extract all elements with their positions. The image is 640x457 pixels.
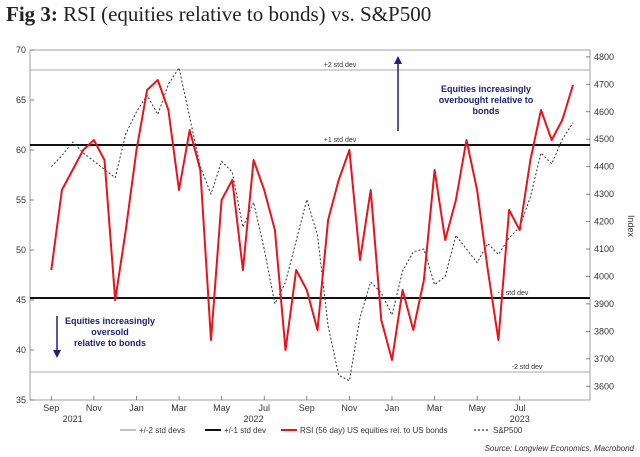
left-axis: 70 65 60 55 50 45 40 35 [16, 45, 34, 405]
right-tick-label-8: 4000 [594, 271, 614, 281]
left-tick-label-1: 65 [16, 95, 26, 105]
left-tick-label-3: 55 [16, 195, 26, 205]
year-label-2: 2023 [510, 414, 530, 424]
source-note: Source: Longview Economics, Macrobond [485, 444, 635, 453]
year-label-1: 2022 [244, 414, 264, 424]
right-axis-label: Index [626, 215, 636, 238]
right-tick-label-5: 4300 [594, 189, 614, 199]
x-tick-label-10: May [469, 403, 487, 413]
right-tick-label-9: 3900 [594, 299, 614, 309]
x-tick-label-7: Nov [341, 403, 358, 413]
left-tick-label-4: 50 [16, 245, 26, 255]
rsi-series-line [50, 79, 574, 361]
right-axis: 4800 4700 4600 4500 4400 4300 4200 4100 4000 3900… [586, 52, 614, 391]
right-tick-label-10: 3800 [594, 326, 614, 336]
x-tick-label-1: Nov [86, 403, 103, 413]
chart-title: Fig 3: RSI (equities relative to bonds) … [6, 2, 431, 27]
down-arrow-head [53, 350, 61, 358]
chart: +2 std dev +1 std dev -1 std dev -2 std dev… [16, 45, 636, 453]
right-tick-label-12: 3600 [594, 381, 614, 391]
x-tick-label-9: Mar [427, 403, 443, 413]
x-tick-label-11: Jul [514, 403, 526, 413]
std-label-1: +1 std dev [324, 137, 357, 144]
right-tick-label-0: 4800 [594, 52, 614, 62]
left-tick-label-2: 60 [16, 145, 26, 155]
series [50, 67, 574, 382]
right-tick-label-6: 4200 [594, 217, 614, 227]
title-text: RSI (equities relative to bonds) vs. S&P… [63, 2, 432, 26]
overbought-annotation-line-1: Equities increasingly [441, 84, 531, 94]
oversold-annotation-line-3: relative to bonds [74, 338, 146, 348]
up-arrow-head [394, 56, 402, 64]
left-tick-label-6: 40 [16, 345, 26, 355]
x-tick-label-8: Jan [385, 403, 400, 413]
legend-label-sp500: S&P500 [493, 426, 523, 435]
x-tick-label-0: Sep [43, 403, 59, 413]
legend-label-rsi: RSI (56 day) US equities rel. to US bond… [300, 426, 448, 435]
right-tick-label-7: 4100 [594, 244, 614, 254]
std-label-0: +2 std dev [324, 62, 357, 69]
year-label-0: 2021 [63, 414, 83, 424]
sp500-series-line [50, 67, 574, 382]
figure-number: Fig 3: [6, 2, 58, 26]
x-tick-label-5: Jul [258, 403, 270, 413]
x-axis: Sep Nov Jan Mar May Jul Sep Nov Jan Mar May Jul [43, 396, 525, 413]
x-tick-label-4: May [213, 403, 231, 413]
std-label-2: -1 std dev [498, 290, 529, 297]
std-lines: +2 std dev +1 std dev -1 std dev -2 std dev [30, 62, 590, 373]
plot-frame [29, 49, 591, 401]
left-tick-label-0: 70 [16, 45, 26, 55]
overbought-annotation-line-2: overbought relative to [439, 95, 534, 105]
overbought-annotation-line-3: bonds [473, 106, 500, 116]
right-tick-label-1: 4700 [594, 79, 614, 89]
year-labels: 2021 2022 2023 [63, 414, 530, 424]
oversold-annotation-line-2: oversold [91, 327, 129, 337]
legend-label-1std: +/-1 std dev [224, 426, 266, 435]
x-tick-label-2: Jan [129, 403, 144, 413]
oversold-annotation-line-1: Equities increasingly [65, 316, 155, 326]
left-tick-label-7: 35 [16, 395, 26, 405]
x-tick-label-6: Sep [299, 403, 315, 413]
legend-label-2std: +/-2 std devs [139, 426, 185, 435]
legend: +/-2 std devs +/-1 std dev RSI (56 day) … [120, 426, 523, 435]
x-tick-label-3: Mar [171, 403, 187, 413]
right-tick-label-11: 3700 [594, 354, 614, 364]
right-tick-label-2: 4600 [594, 107, 614, 117]
std-label-3: -2 std dev [512, 364, 543, 371]
left-tick-label-5: 45 [16, 295, 26, 305]
right-tick-label-4: 4400 [594, 162, 614, 172]
right-tick-label-3: 4500 [594, 134, 614, 144]
